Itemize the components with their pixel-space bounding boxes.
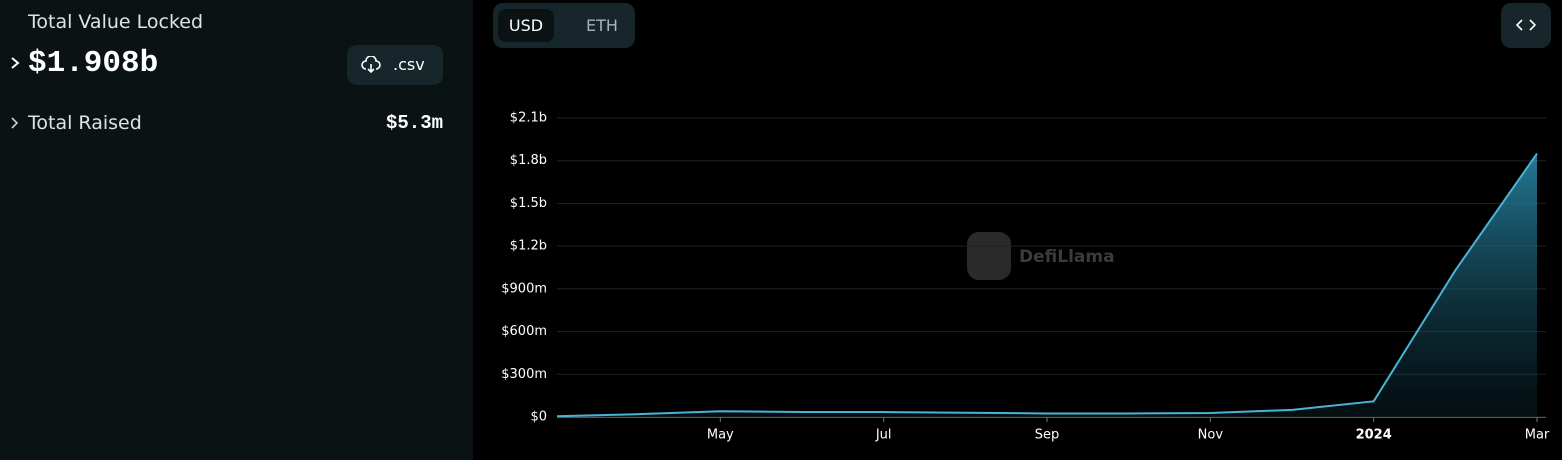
y-tick-label: $1.8b: [510, 153, 547, 168]
download-icon: [361, 56, 381, 74]
y-tick-label: $2.1b: [510, 111, 547, 126]
y-tick-label: $300m: [501, 367, 547, 382]
raised-label: Total Raised: [28, 112, 142, 134]
y-tick-label: $0: [530, 410, 547, 425]
sidebar: Total Value Locked $1.908b .csv Total Ra…: [0, 0, 473, 460]
x-tick-label: Jul: [875, 428, 892, 443]
code-icon: [1516, 19, 1536, 31]
area: [557, 153, 1537, 417]
y-tick-label: $1.5b: [510, 196, 547, 211]
watermark: DefiLlama: [967, 232, 1115, 280]
watermark-text: DefiLlama: [1019, 247, 1115, 267]
y-tick-label: $1.2b: [510, 239, 547, 254]
tvl-label: Total Value Locked: [28, 11, 204, 33]
x-tick-label: Nov: [1198, 428, 1224, 443]
chevron[interactable]: [10, 116, 20, 130]
embed-button[interactable]: [1501, 3, 1551, 48]
toggle-usd[interactable]: USD: [498, 9, 554, 42]
x-tick-label: 2024: [1356, 428, 1392, 443]
chevron[interactable]: [9, 56, 21, 70]
y-tick-label: $600m: [501, 324, 547, 339]
y-tick-label: $900m: [501, 281, 547, 296]
csv-button[interactable]: .csv: [347, 45, 443, 85]
line: [556, 153, 1538, 418]
x-tick-label: Sep: [1035, 428, 1060, 443]
x-tick-label: Mar: [1525, 428, 1550, 443]
csv-label: .csv: [393, 55, 425, 74]
currency-toggle: USD ETH: [493, 3, 635, 48]
raised-value: $5.3m: [385, 112, 443, 134]
toggle-eth[interactable]: ETH: [586, 16, 618, 35]
tvl-value: $1.908b: [28, 46, 159, 81]
x-tick-label: May: [707, 428, 734, 443]
